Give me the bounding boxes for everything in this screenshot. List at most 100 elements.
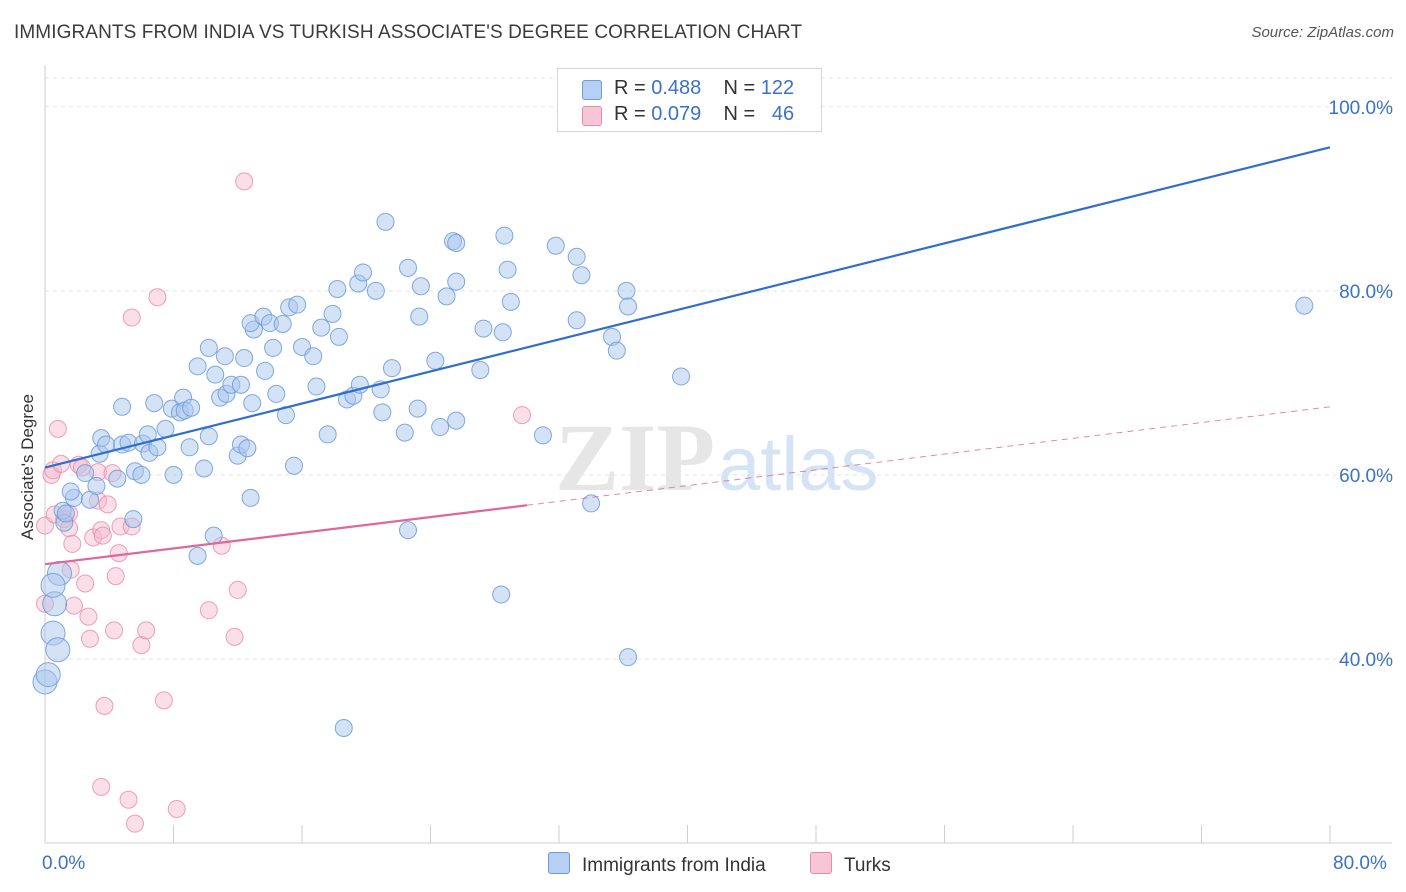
india-point	[164, 465, 183, 484]
india-point	[40, 572, 66, 598]
india-point	[619, 297, 638, 316]
india-point	[382, 359, 401, 378]
india-point	[533, 426, 552, 445]
turks-trendline-extension	[526, 406, 1331, 506]
bottom-legend-label-turks: Turks	[844, 855, 891, 876]
turks-point	[225, 627, 244, 646]
india-trendline	[44, 146, 1331, 469]
y-tick-labels: 40.0% 60.0% 80.0% 100.0%	[1329, 98, 1394, 671]
watermark-atlas: atlas	[718, 422, 879, 507]
india-point	[395, 423, 414, 442]
turks-trendline	[44, 504, 528, 566]
india-point	[447, 234, 466, 253]
legend-swatch-india	[582, 80, 602, 100]
india-point	[238, 439, 257, 458]
india-point	[267, 384, 286, 403]
watermark-zip: ZIP	[555, 404, 715, 511]
india-point	[231, 375, 250, 394]
turks-point	[119, 790, 138, 809]
india-point	[188, 357, 207, 376]
india-point	[329, 327, 348, 346]
india-point	[206, 365, 225, 384]
india-point	[215, 347, 234, 366]
turks-point	[132, 636, 151, 655]
india-point	[76, 464, 95, 483]
india-point	[145, 394, 164, 413]
india-point	[256, 361, 275, 380]
turks-point	[125, 814, 144, 833]
india-point	[493, 323, 512, 342]
india-point	[61, 482, 80, 501]
india-point	[411, 277, 430, 296]
turks-point	[137, 621, 156, 640]
india-point	[156, 419, 175, 438]
watermark: ZIP atlas	[555, 404, 879, 511]
india-point	[474, 319, 493, 338]
india-point	[498, 260, 517, 279]
turks-point	[63, 534, 82, 553]
india-point	[431, 418, 450, 437]
india-point	[582, 494, 601, 513]
india-point	[304, 347, 323, 366]
india-point	[619, 648, 638, 667]
turks-point	[64, 596, 83, 615]
y-tick-label: 60.0%	[1339, 466, 1393, 487]
gridlines	[45, 77, 1392, 660]
turks-point	[76, 574, 95, 593]
india-point	[501, 292, 520, 311]
india-point	[399, 258, 418, 277]
india-point	[87, 476, 106, 495]
india-point	[617, 281, 636, 300]
india-point	[447, 272, 466, 291]
turks-point	[80, 629, 99, 648]
india-point	[180, 438, 199, 457]
india-point	[318, 425, 337, 444]
india-point	[410, 307, 429, 326]
turks-point	[98, 495, 117, 514]
turks-point	[95, 696, 114, 715]
x-tick-label-max: 80.0%	[1333, 853, 1387, 874]
india-point	[241, 488, 260, 507]
india-point	[426, 351, 445, 370]
stats-legend: R = 0.488 N = 122 R = 0.079 N = 46	[557, 68, 822, 132]
india-point	[373, 403, 392, 422]
india-point	[572, 266, 591, 285]
india-point	[366, 281, 385, 300]
trendlines	[44, 146, 1331, 566]
turks-point	[92, 777, 111, 796]
india-point	[567, 311, 586, 330]
india-point	[376, 212, 395, 231]
turks-point	[93, 526, 112, 545]
india-point	[354, 263, 373, 282]
turks-point	[106, 567, 125, 586]
legend-swatch-turks	[582, 106, 602, 126]
india-point	[195, 459, 214, 478]
india-point	[447, 411, 466, 430]
india-point	[188, 546, 207, 565]
chart-title: IMMIGRANTS FROM INDIA VS TURKISH ASSOCIA…	[14, 22, 803, 43]
india-point	[264, 338, 283, 357]
india-point	[182, 398, 201, 417]
turks-point	[167, 799, 186, 818]
india-point	[607, 341, 626, 360]
turks-point	[48, 419, 67, 438]
turks-point	[109, 544, 128, 563]
india-point	[124, 510, 143, 529]
axes	[44, 65, 1392, 844]
series-india	[32, 212, 1314, 737]
india-point	[132, 465, 151, 484]
india-point	[495, 226, 514, 245]
india-point	[235, 349, 254, 368]
india-point	[312, 318, 331, 337]
turks-point	[199, 601, 218, 620]
india-point	[546, 236, 565, 255]
india-point	[113, 397, 132, 416]
y-tick-label: 100.0%	[1329, 98, 1394, 119]
turks-point	[235, 172, 254, 191]
india-point	[334, 718, 353, 737]
india-point	[408, 399, 427, 418]
y-tick-label: 40.0%	[1339, 650, 1393, 671]
turks-point	[148, 288, 167, 307]
legend-text-india: R = 0.488 N = 122	[614, 77, 795, 99]
